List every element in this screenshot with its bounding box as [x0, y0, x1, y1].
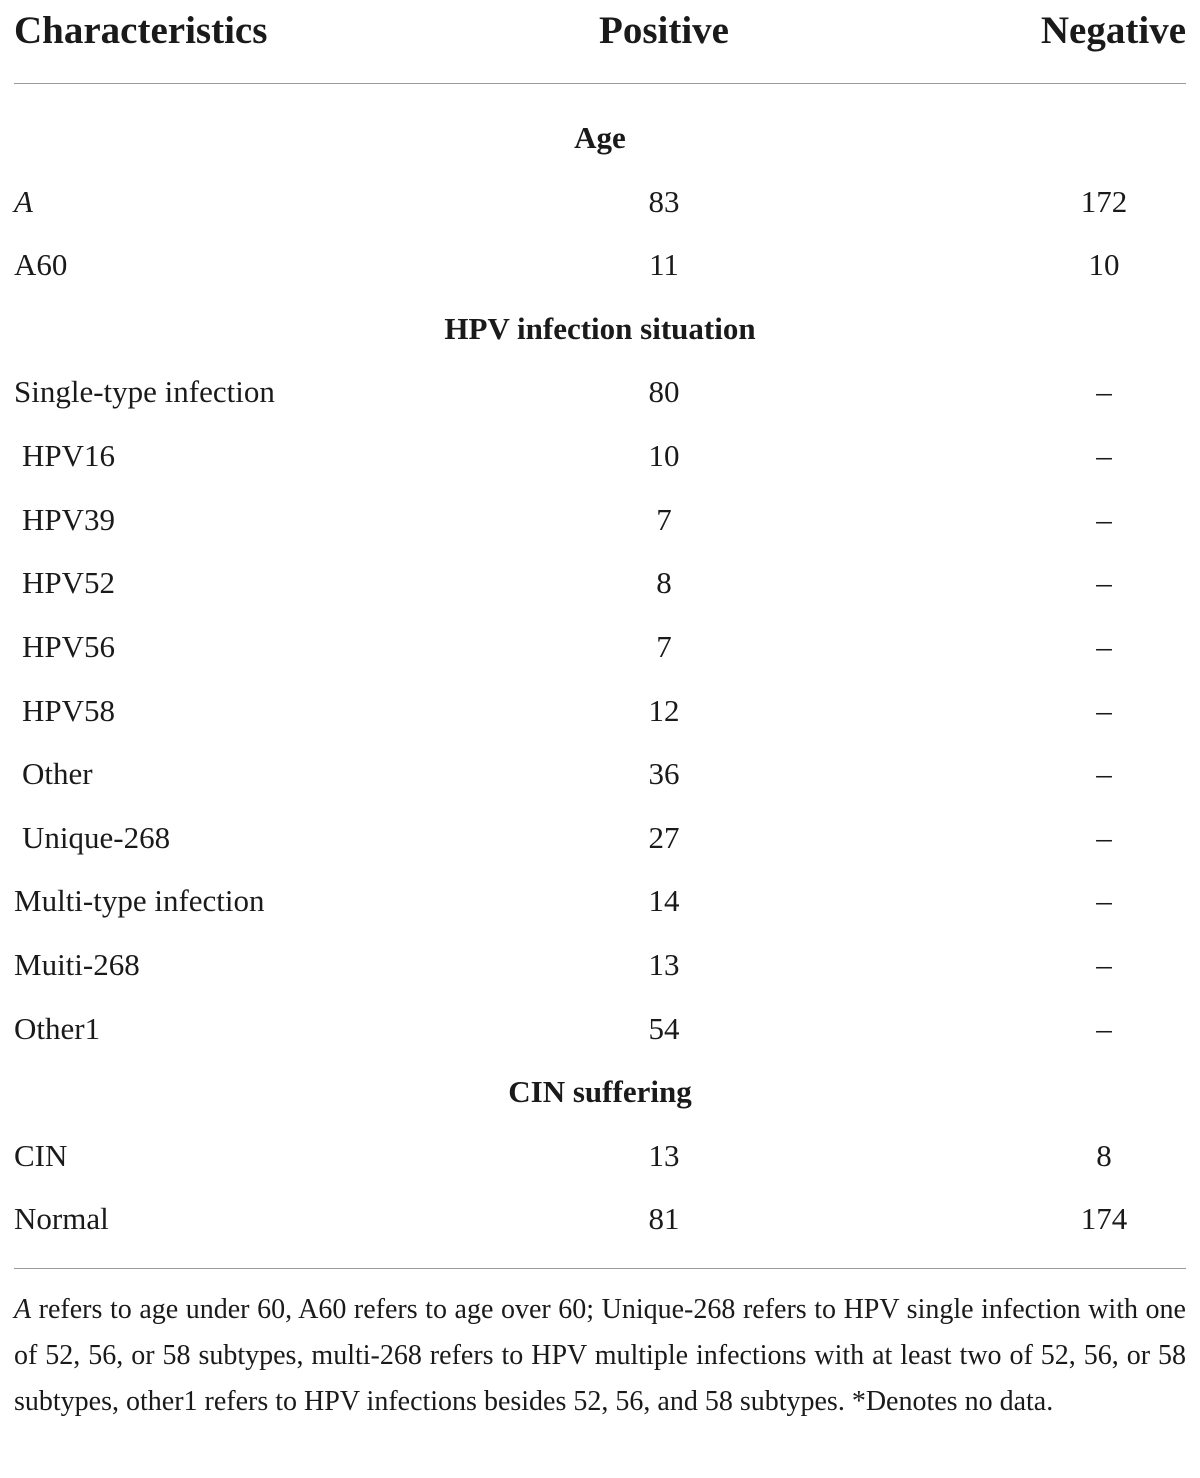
negative-value: – [1096, 947, 1112, 982]
header-divider [14, 83, 1186, 84]
table-row: Single-type infection 80 – [0, 372, 1200, 412]
row-label: HPV16 [22, 438, 116, 473]
footnote-text: refers to age under 60, A60 refers to ag… [14, 1294, 1186, 1417]
table-row: Unique-268 27 – [0, 818, 1200, 858]
column-header-characteristics: Characteristics [14, 9, 268, 52]
positive-value: 81 [648, 1201, 680, 1236]
negative-value: – [1096, 438, 1112, 473]
positive-value: 27 [648, 820, 680, 855]
row-label: HPV39 [22, 502, 116, 537]
negative-value: – [1096, 565, 1112, 600]
row-label: HPV56 [22, 629, 116, 664]
table-header: Characteristics Positive Negative [0, 0, 1200, 62]
table-bottom-divider [14, 1268, 1186, 1269]
positive-value: 12 [648, 693, 680, 728]
positive-value: 7 [656, 502, 672, 537]
positive-value: 83 [648, 184, 680, 219]
positive-value: 11 [649, 247, 679, 282]
row-label: Muiti-268 [14, 947, 140, 982]
table-row: A 83 172 [0, 182, 1200, 222]
table-row: A60 11 10 [0, 245, 1200, 285]
negative-value: – [1096, 502, 1112, 537]
negative-value: 174 [1080, 1201, 1128, 1236]
positive-value: 36 [648, 756, 680, 791]
row-label: Multi-type infection [14, 883, 265, 918]
negative-value: 172 [1080, 184, 1128, 219]
table-row: HPV52 8 – [0, 563, 1200, 603]
table-row: Other1 54 – [0, 1009, 1200, 1049]
positive-value: 54 [648, 1011, 680, 1046]
table-row: Muiti-268 13 – [0, 945, 1200, 985]
negative-value: – [1096, 693, 1112, 728]
negative-value: – [1096, 1011, 1112, 1046]
table-row: Multi-type infection 14 – [0, 881, 1200, 921]
row-label: HPV58 [22, 693, 116, 728]
row-label: Unique-268 [22, 820, 171, 855]
row-label: A [14, 184, 33, 219]
table-row: HPV56 7 – [0, 627, 1200, 667]
table-row: HPV16 10 – [0, 436, 1200, 476]
section-heading-age: Age [574, 120, 626, 155]
section-heading-hpv-infection: HPV infection situation [444, 311, 756, 346]
row-label: Normal [14, 1201, 109, 1236]
positive-value: 80 [648, 374, 680, 409]
table-row: HPV39 7 – [0, 500, 1200, 540]
positive-value: 14 [648, 883, 680, 918]
footnote-lead: A [14, 1294, 32, 1325]
positive-value: 10 [648, 438, 680, 473]
negative-value: – [1096, 883, 1112, 918]
row-label: Other [22, 756, 93, 791]
column-header-negative: Negative [1040, 9, 1186, 52]
negative-value: 8 [1096, 1138, 1112, 1173]
negative-value: 10 [1088, 247, 1120, 282]
negative-value: – [1096, 374, 1112, 409]
row-label: Other1 [14, 1011, 101, 1046]
negative-value: – [1096, 820, 1112, 855]
positive-value: 13 [648, 947, 680, 982]
row-label: HPV52 [22, 565, 116, 600]
positive-value: 8 [656, 565, 672, 600]
table-row: HPV58 12 – [0, 691, 1200, 731]
section-heading-cin-suffering: CIN suffering [508, 1074, 692, 1109]
table-row: Other 36 – [0, 754, 1200, 794]
positive-value: 13 [648, 1138, 680, 1173]
negative-value: – [1096, 629, 1112, 664]
row-label: CIN [14, 1138, 68, 1173]
column-header-positive: Positive [599, 9, 729, 52]
table-row: Normal 81 174 [0, 1199, 1200, 1239]
positive-value: 7 [656, 629, 672, 664]
negative-value: – [1096, 756, 1112, 791]
row-label: A60 [14, 247, 68, 282]
table-row: CIN 13 8 [0, 1136, 1200, 1176]
row-label: Single-type infection [14, 374, 275, 409]
table-footnote: A refers to age under 60, A60 refers to … [14, 1287, 1186, 1425]
